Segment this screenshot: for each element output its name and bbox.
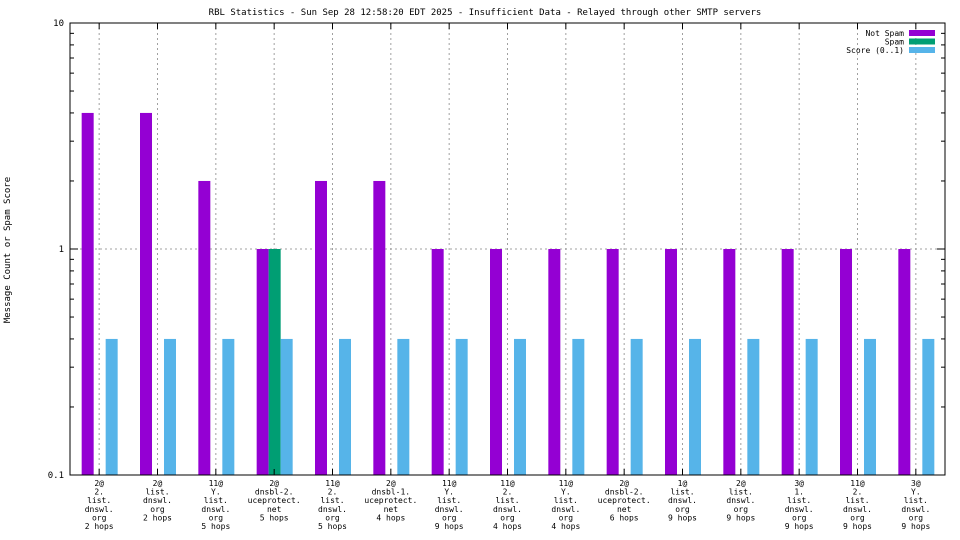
bars xyxy=(81,112,935,475)
bar xyxy=(397,338,410,475)
x-tick-labels: 2@ 2. list. dnswl. org 2 hops 2@ list. dnswl. org… xyxy=(85,479,931,531)
legend-swatch xyxy=(909,38,935,45)
x-tick-label: 2@ list. dnswl. org 9 hops xyxy=(726,479,755,522)
x-tick-label: 11@ 2. list. dnswl. org 5 hops xyxy=(318,479,347,531)
y-tick-label: 10 xyxy=(53,19,64,29)
bar xyxy=(781,249,794,475)
x-tick-label: 3@ Y. list. dnswl. org 9 hops xyxy=(901,479,930,531)
bar xyxy=(455,338,468,475)
bar xyxy=(268,249,281,475)
bar xyxy=(864,338,876,475)
y-axis-label: Message Count or Spam Score xyxy=(3,177,13,323)
bar xyxy=(898,249,911,475)
bar xyxy=(840,249,852,475)
x-tick-label: 11@ 2. list. dnswl. org 4 hops xyxy=(493,479,522,531)
x-tick-label: 11@ Y. list. dnswl. org 5 hops xyxy=(201,479,230,531)
bar xyxy=(490,249,502,475)
bar xyxy=(723,249,736,475)
x-tick-label: 11@ 2. list. dnswl. org 9 hops xyxy=(843,479,872,531)
bar xyxy=(373,180,386,475)
axes xyxy=(69,22,946,476)
bar xyxy=(689,338,701,475)
y-tick-labels: 0.1 1 10 xyxy=(48,19,64,481)
bar xyxy=(630,338,643,475)
x-tick-label: 2@ dnsbl-1. uceprotect. net 4 hops xyxy=(364,479,417,522)
x-tick-label: 1@ list. dnswl. org 9 hops xyxy=(668,479,697,522)
x-tick-label: 2@ 2. list. dnswl. org 2 hops xyxy=(85,479,114,531)
x-tick-label: 11@ Y. list. dnswl. org 4 hops xyxy=(551,479,580,531)
bar xyxy=(256,249,269,475)
bar xyxy=(747,338,760,475)
bar xyxy=(665,249,677,475)
grid xyxy=(70,23,945,475)
bar xyxy=(315,180,327,475)
x-tick-label: 2@ list. dnswl. org 2 hops xyxy=(143,479,172,522)
bar xyxy=(339,338,351,475)
bar xyxy=(140,112,152,475)
bar xyxy=(164,338,176,475)
legend-label: Not Spam xyxy=(865,29,904,38)
bar xyxy=(805,338,818,475)
bar xyxy=(280,338,293,475)
x-tick-label: 2@ dnsbl-2. uceprotect. net 5 hops xyxy=(248,479,301,522)
chart-title: RBL Statistics - Sun Sep 28 12:58:20 EDT… xyxy=(209,8,762,18)
bar xyxy=(548,249,561,475)
y-tick-label: 1 xyxy=(59,245,64,255)
bar xyxy=(431,249,444,475)
x-tick-label: 11@ Y. list. dnswl. org 9 hops xyxy=(435,479,464,531)
bar xyxy=(105,338,118,475)
legend-label: Spam xyxy=(885,38,904,47)
bar xyxy=(606,249,619,475)
x-tick-label: 2@ dnsbl-2. uceprotect. net 6 hops xyxy=(598,479,651,522)
y-tick-label: 0.1 xyxy=(48,471,64,481)
bar xyxy=(81,112,94,475)
legend-label: Score (0..1) xyxy=(846,46,904,55)
x-tick-label: 3@ 1. list. dnswl. org 9 hops xyxy=(785,479,814,531)
bar xyxy=(922,338,935,475)
bar xyxy=(222,338,235,475)
bar xyxy=(198,180,211,475)
legend-swatch xyxy=(909,47,935,53)
bar xyxy=(514,338,526,475)
legend-swatch xyxy=(909,30,935,36)
bar xyxy=(572,338,585,475)
